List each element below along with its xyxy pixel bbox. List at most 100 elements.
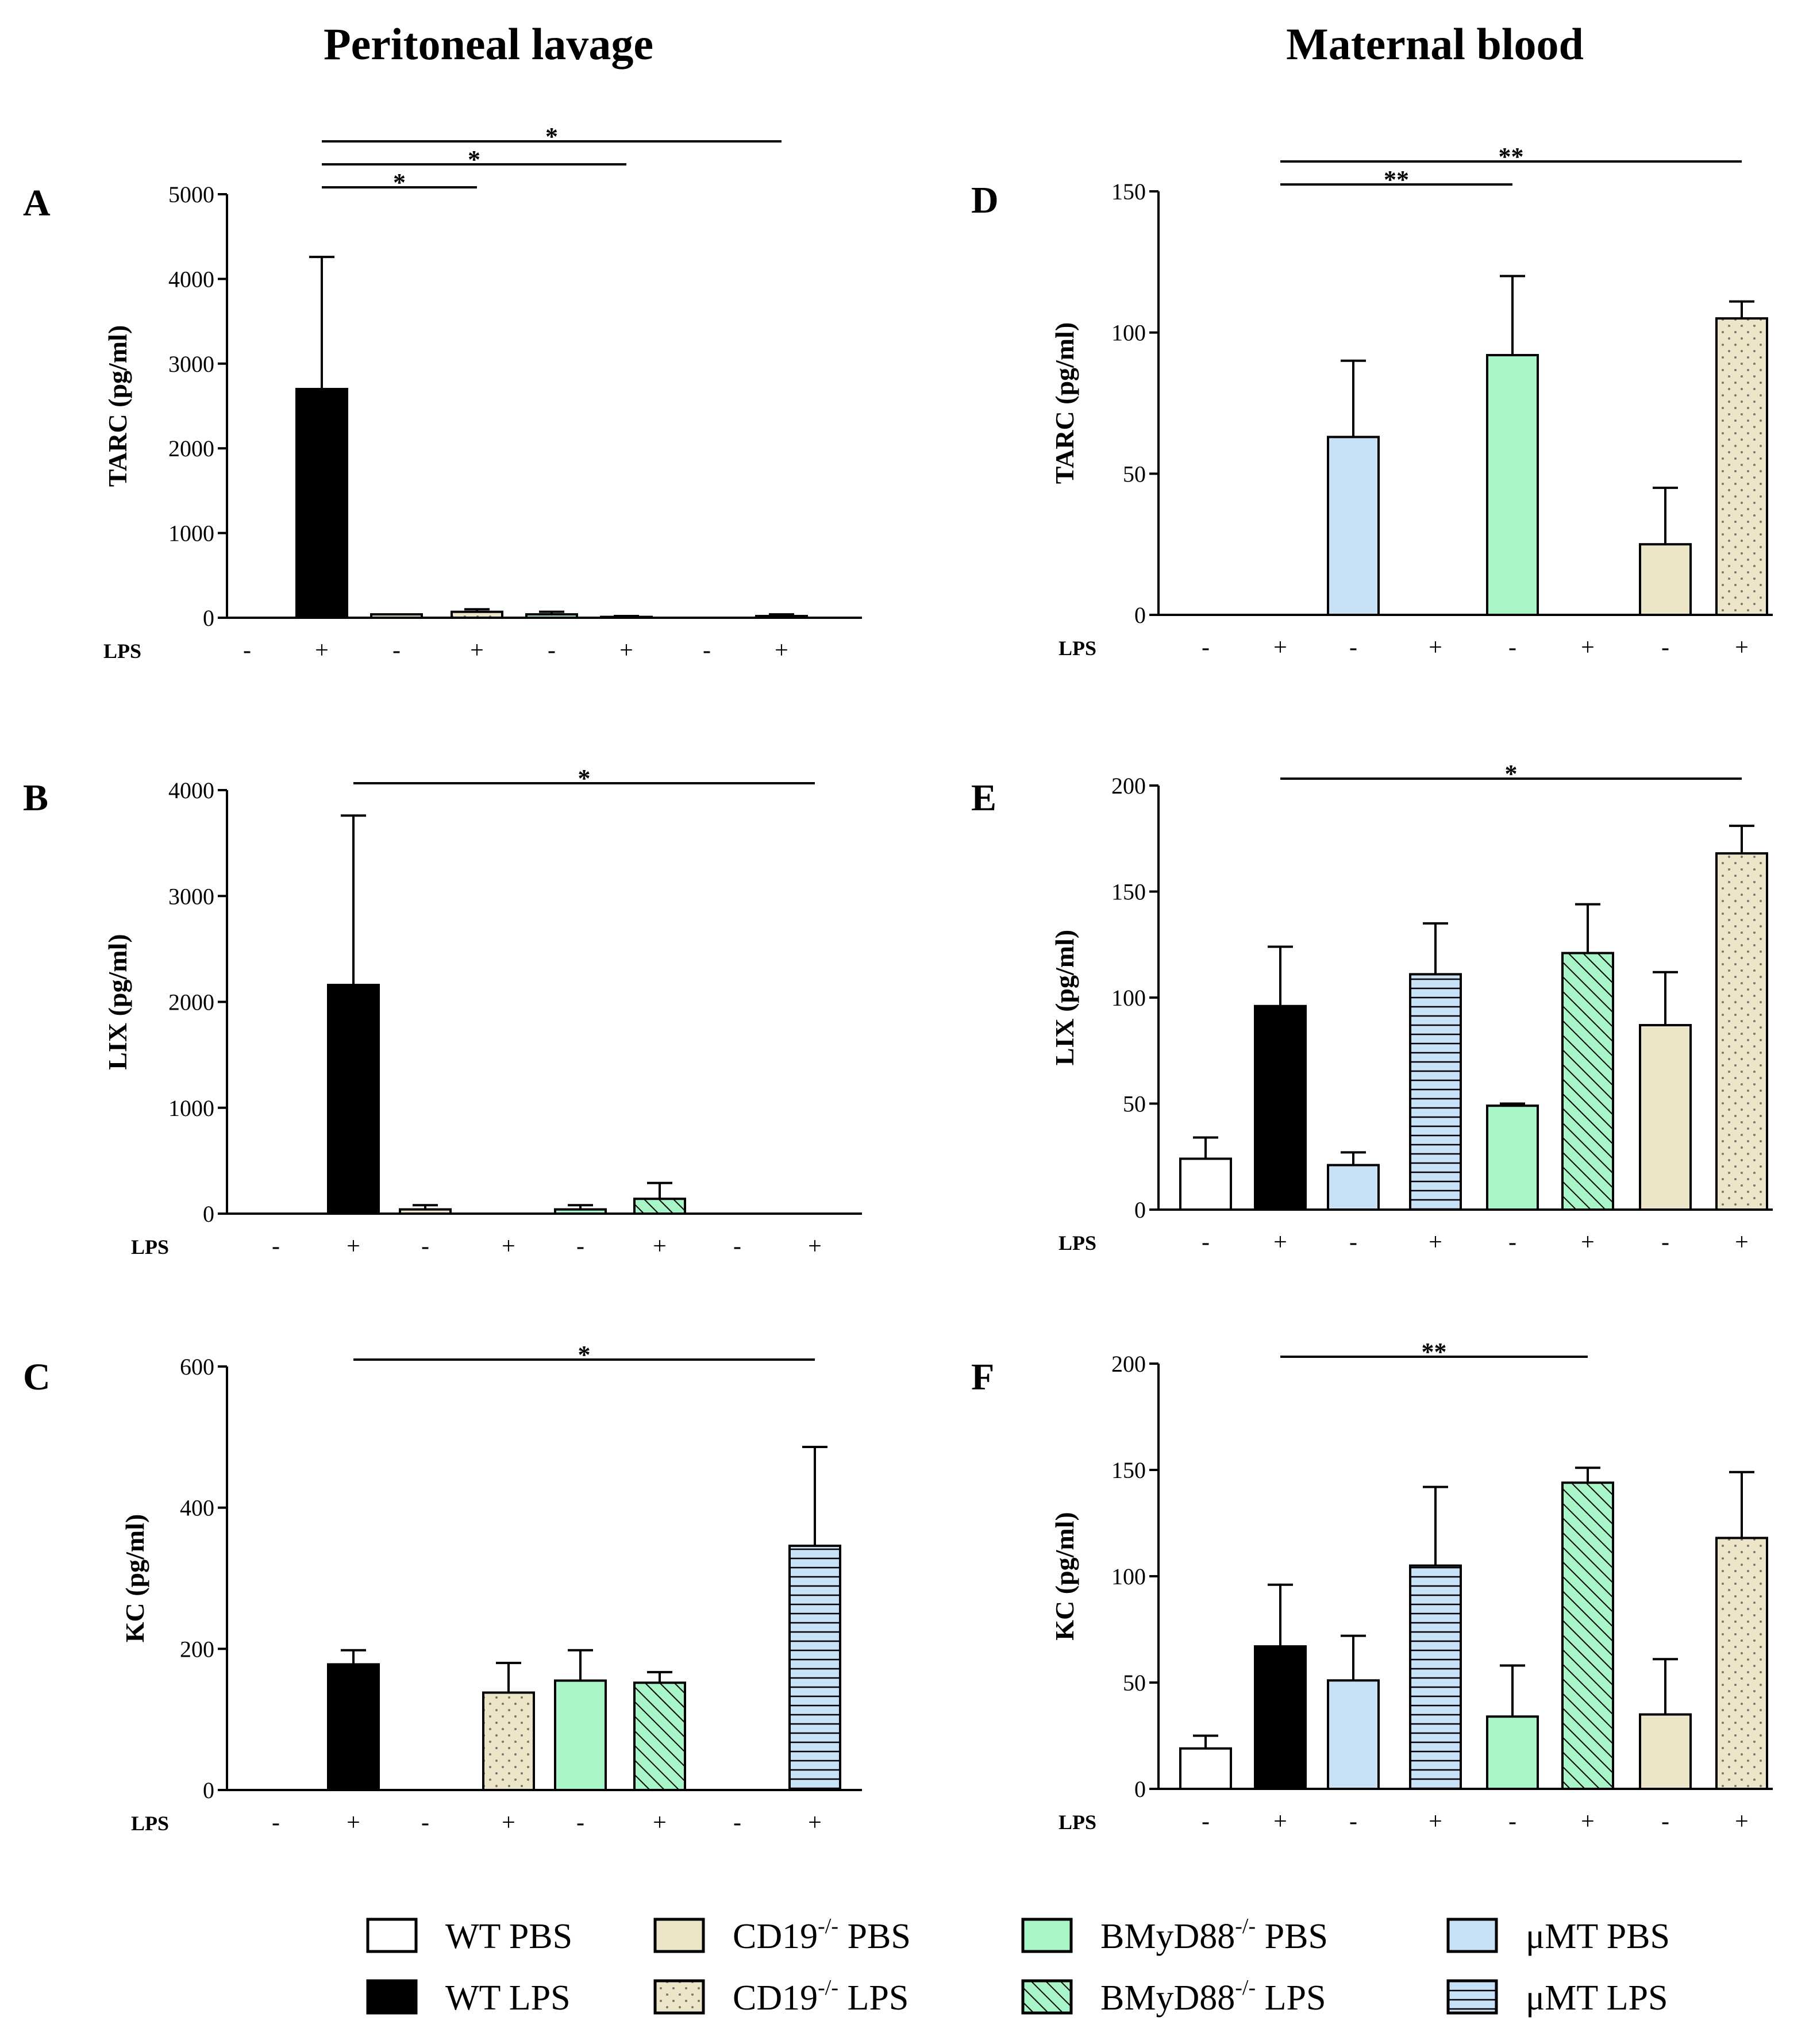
y-tick-label: 5000 — [168, 182, 214, 207]
bar-bmy_lps — [633, 1198, 686, 1215]
lps-row-label: LPS — [103, 640, 141, 663]
y-tick-label: 3000 — [168, 883, 214, 909]
lps-sign: + — [1735, 634, 1749, 661]
panel-e: E LIX (pg/ml) 0 50 100 150 200 LPS - + - + - + - + * — [971, 760, 1773, 1256]
lps-sign: - — [1202, 1229, 1210, 1256]
legend-item-wt_lps: WT LPS — [366, 1978, 571, 2018]
bar-bmy_lps — [633, 1681, 686, 1791]
y-tick-label: 1000 — [168, 1095, 214, 1121]
legend-label: WT LPS — [445, 1978, 571, 2018]
legend-label: μMT LPS — [1526, 1978, 1668, 2018]
lps-sign: - — [1349, 634, 1357, 661]
lps-sign: + — [1273, 1808, 1287, 1835]
legend-item-cd19_lps: CD19-/- LPS — [653, 1976, 909, 2018]
y-tick-label: 100 — [1111, 985, 1146, 1011]
significance-label: ** — [1384, 165, 1409, 194]
y-tick-label: 0 — [203, 1201, 214, 1227]
y-axis-label: TARC (pg/ml) — [1050, 322, 1079, 484]
legend: WT PBS CD19-/- PBS BMyD88-/- PBS μMT PBS WT … — [366, 1914, 1670, 2018]
bar-bmy_pbs — [525, 613, 578, 619]
legend-item-mmt_pbs: μMT PBS — [1446, 1917, 1670, 1956]
lps-sign: - — [1202, 634, 1210, 661]
panel-a: A TARC (pg/ml) 0 1000 2000 3000 4000 5000 LPS - + -… — [23, 122, 862, 664]
legend-item-mmt_lps: μMT LPS — [1446, 1978, 1668, 2018]
lps-row-label: LPS — [131, 1812, 169, 1835]
legend-swatch — [653, 1979, 705, 2015]
lps-sign: + — [808, 1810, 822, 1836]
lps-sign: - — [1661, 634, 1669, 661]
y-tick-label: 150 — [1111, 1457, 1146, 1483]
bar-cd19_lps — [1715, 852, 1768, 1211]
lps-sign: - — [272, 1810, 280, 1836]
lps-sign: + — [619, 637, 633, 664]
bar-wt_lps — [1254, 1645, 1307, 1791]
lps-sign: - — [421, 1810, 429, 1836]
bar-wt_pbs — [1179, 1747, 1232, 1790]
y-tick-label: 150 — [1111, 179, 1146, 205]
legend-swatch — [1446, 1918, 1498, 1953]
significance-label: * — [578, 764, 591, 792]
bar-cd19_pbs — [1639, 1023, 1692, 1211]
y-tick-label: 1000 — [168, 521, 214, 546]
lps-sign: + — [502, 1233, 515, 1260]
bar-bmy_pbs — [1486, 353, 1539, 616]
legend-label: WT PBS — [445, 1917, 572, 1956]
bar-mmt_pbs — [1327, 1679, 1380, 1791]
significance-label: ** — [1422, 1338, 1447, 1366]
legend-item-bmy_lps: BMyD88-/- LPS — [1021, 1976, 1326, 2018]
panel-letter: C — [23, 1356, 51, 1398]
legend-item-wt_pbs: WT PBS — [366, 1917, 572, 1956]
legend-label: CD19-/- LPS — [733, 1976, 909, 2018]
y-tick-label: 50 — [1123, 1670, 1146, 1696]
y-axis-label: LIX (pg/ml) — [103, 934, 132, 1069]
y-tick-label: 0 — [203, 1777, 214, 1803]
lps-sign: + — [808, 1233, 822, 1260]
y-tick-label: 4000 — [168, 777, 214, 803]
significance-label: * — [545, 122, 558, 151]
bar-bmy_lps — [1561, 952, 1614, 1211]
panel-letter: B — [23, 777, 48, 819]
y-tick-label: 200 — [180, 1636, 214, 1662]
lps-sign: - — [548, 637, 556, 664]
lps-sign: + — [653, 1810, 667, 1836]
bar-cd19_pbs — [1639, 1713, 1692, 1790]
significance-label: * — [393, 168, 406, 197]
bar-cd19_pbs — [370, 613, 423, 619]
y-tick-label: 400 — [180, 1495, 214, 1521]
lps-sign: - — [1661, 1229, 1669, 1256]
y-axis-label: TARC (pg/ml) — [103, 325, 132, 487]
panel-f: F KC (pg/ml) 0 50 100 150 200 LPS - + - + - + - + ** — [971, 1338, 1773, 1835]
panel-letter: A — [23, 182, 51, 224]
y-axis-label: KC (pg/ml) — [1050, 1512, 1079, 1641]
bar-cd19_lps — [1715, 1537, 1768, 1790]
column-title-maternal-blood: Maternal blood — [1286, 19, 1584, 69]
lps-sign: + — [1273, 1229, 1287, 1256]
legend-item-bmy_pbs: BMyD88-/- PBS — [1021, 1914, 1328, 1956]
legend-swatch — [366, 1918, 418, 1953]
lps-sign: - — [272, 1233, 280, 1260]
y-tick-label: 50 — [1123, 461, 1146, 487]
column-title-peritoneal: Peritoneal lavage — [324, 19, 653, 69]
lps-sign: + — [347, 1233, 360, 1260]
bar-mmt_lps — [755, 615, 808, 619]
bar-wt_lps — [295, 388, 348, 619]
lps-sign: - — [703, 637, 711, 664]
panel-letter: E — [971, 777, 996, 819]
y-tick-label: 0 — [203, 605, 214, 631]
y-tick-label: 100 — [1111, 1564, 1146, 1589]
lps-sign: + — [1581, 634, 1595, 661]
lps-sign: - — [1508, 1808, 1516, 1835]
y-tick-label: 200 — [1111, 773, 1146, 799]
lps-sign: + — [502, 1810, 515, 1836]
y-tick-label: 0 — [1134, 602, 1146, 628]
lps-sign: - — [1349, 1229, 1357, 1256]
lps-sign: + — [347, 1810, 360, 1836]
bar-bmy_pbs — [1486, 1715, 1539, 1790]
bar-cd19_lps — [451, 610, 503, 619]
lps-sign: + — [1429, 1808, 1442, 1835]
lps-sign: - — [576, 1810, 584, 1836]
y-tick-label: 4000 — [168, 266, 214, 292]
y-axis-label: KC (pg/ml) — [120, 1514, 149, 1643]
